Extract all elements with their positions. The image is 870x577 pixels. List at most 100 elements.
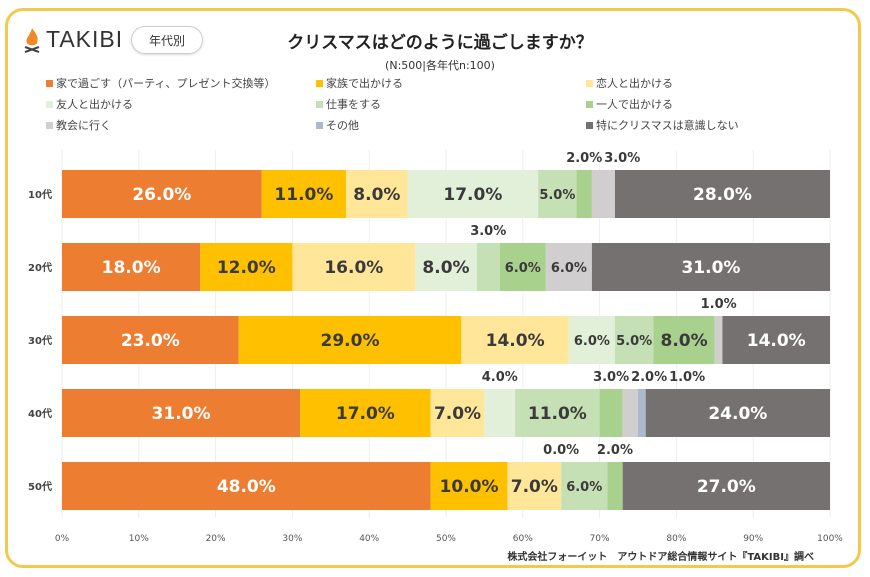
takibi-logo: TAKIBI (22, 26, 123, 53)
bar-segment (62, 170, 262, 218)
data-label: 31.0% (681, 258, 740, 278)
data-label: 11.0% (274, 185, 333, 205)
data-label-outside: 4.0% (482, 370, 518, 385)
data-label: 8.0% (661, 331, 708, 351)
legend-label: 家で過ごす（パーティ、プレゼント交換等） (56, 77, 276, 90)
age-group-badge: 年代別 (131, 26, 203, 54)
data-label: 8.0% (422, 258, 469, 278)
data-label: 27.0% (697, 477, 756, 497)
bar-segment (484, 389, 516, 437)
bar-segment (614, 316, 654, 364)
bar-segment (292, 243, 416, 291)
data-label: 8.0% (353, 185, 400, 205)
legend-item: 仕事をする (316, 96, 586, 112)
data-label: 24.0% (708, 404, 767, 424)
bar-segment (507, 462, 562, 510)
x-tick-label: 50% (436, 534, 456, 544)
data-label: 6.0% (574, 334, 610, 349)
bar-segment (538, 170, 577, 218)
bar-segment (722, 316, 830, 364)
x-tick-label: 70% (590, 534, 610, 544)
data-label: 7.0% (511, 477, 558, 497)
legend-swatch (316, 100, 323, 108)
bar-segment (62, 243, 201, 291)
bar-segment (62, 462, 431, 510)
legend-swatch (586, 100, 593, 108)
bar-segment (200, 243, 293, 291)
category-label: 50代 (28, 480, 52, 493)
x-tick-label: 10% (129, 534, 149, 544)
legend-label: 特にクリスマスは意識しない (596, 119, 739, 132)
campfire-icon (24, 27, 40, 53)
category-label: 40代 (28, 407, 52, 420)
legend-swatch (46, 100, 53, 108)
x-tick-label: 30% (282, 534, 302, 544)
data-label: 23.0% (121, 331, 180, 351)
bar-segment (499, 243, 546, 291)
bar-segment (415, 243, 477, 291)
bar-segment (476, 243, 500, 291)
bar-segment (300, 389, 431, 437)
data-label-outside: 3.0% (604, 151, 640, 166)
bar-segment (407, 170, 539, 218)
bar-segment (261, 170, 347, 218)
data-label-outside: 1.0% (669, 370, 705, 385)
bar-segment (614, 170, 830, 218)
bar-segment (545, 243, 592, 291)
bar-segment (62, 389, 301, 437)
legend-item: 家で過ごす（パーティ、プレゼント交換等） (46, 75, 316, 91)
bar-segment (515, 389, 600, 437)
bar-segment (714, 316, 723, 364)
data-label: 17.0% (336, 404, 395, 424)
legend-item: 一人で出かける (586, 96, 786, 112)
bar-segment (591, 243, 830, 291)
chart-subtitle: (N:500|各年代n:100) (385, 59, 495, 72)
data-label: 14.0% (486, 331, 545, 351)
bar-segment (461, 316, 569, 364)
data-label-outside: 2.0% (566, 151, 602, 166)
legend-item: 恋人と出かける (586, 75, 786, 91)
data-label-outside: 2.0% (631, 370, 667, 385)
data-label: 26.0% (132, 185, 191, 205)
bar-segment (645, 389, 830, 437)
x-tick-label: 40% (359, 534, 379, 544)
bar-segment (576, 170, 592, 218)
legend-swatch (586, 121, 593, 129)
legend-swatch (46, 79, 53, 87)
bar-segment (622, 462, 830, 510)
x-tick-label: 90% (743, 534, 763, 544)
bar-segment (653, 316, 715, 364)
data-label: 5.0% (539, 188, 575, 203)
data-label-outside: 3.0% (470, 224, 506, 239)
legend-swatch (316, 121, 323, 129)
bar-segment (607, 462, 623, 510)
x-tick-label: 100% (817, 534, 843, 544)
x-tick-label: 80% (666, 534, 686, 544)
category-label: 20代 (28, 261, 52, 274)
data-label: 31.0% (152, 404, 211, 424)
legend-item: 家族で出かける (316, 75, 586, 91)
legend-item: 特にクリスマスは意識しない (586, 117, 786, 133)
chart-title: クリスマスはどのように過ごしますか？ (287, 33, 593, 53)
legend-swatch (586, 79, 593, 87)
chart-frame (5, 8, 861, 568)
bar-segment (561, 462, 608, 510)
bar-segment (568, 316, 615, 364)
data-label: 11.0% (528, 404, 587, 424)
data-label: 14.0% (747, 331, 806, 351)
data-label: 5.0% (616, 334, 652, 349)
bar-segment (638, 389, 646, 437)
legend-label: 家族で出かける (326, 77, 403, 90)
legend-item: 教会に行く (46, 117, 316, 133)
legend-swatch (46, 121, 53, 129)
bar-segment (591, 170, 615, 218)
legend-item: その他 (316, 117, 586, 133)
data-label: 6.0% (505, 261, 541, 276)
data-label: 6.0% (551, 261, 587, 276)
legend: 家で過ごす（パーティ、プレゼント交換等） 家族で出かける 恋人と出かける 友人と出かけ… (46, 75, 786, 133)
legend-label: 恋人と出かける (596, 77, 673, 90)
bar-segment (430, 462, 508, 510)
x-tick-label: 0% (55, 534, 70, 544)
data-label-outside: 2.0% (597, 443, 633, 458)
